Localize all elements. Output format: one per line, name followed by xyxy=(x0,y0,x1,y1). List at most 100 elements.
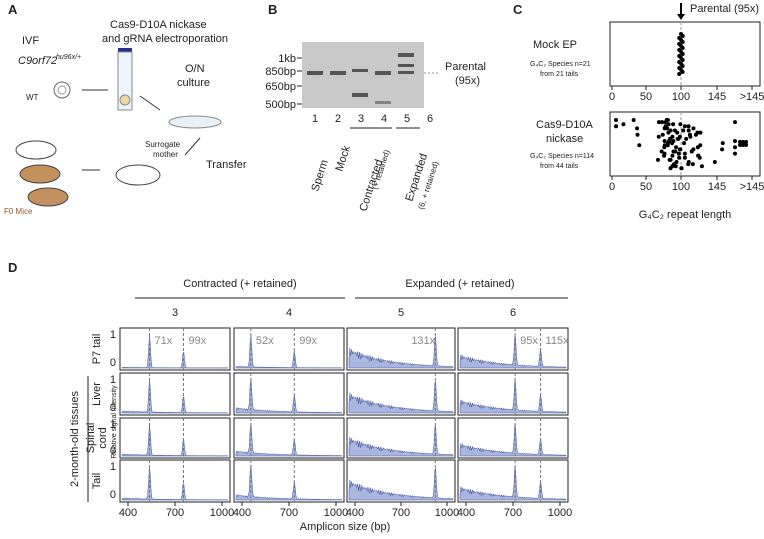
dot xyxy=(688,134,693,139)
dot xyxy=(741,140,745,144)
dot xyxy=(744,143,748,147)
allele-sup: hu96x/+ xyxy=(56,54,81,61)
column-label: 4 xyxy=(286,307,292,319)
tick-label: >145 xyxy=(740,91,764,103)
dot xyxy=(637,143,642,148)
label: G₄C₂ Species n=114 xyxy=(530,153,594,160)
x-tick-label: 1000 xyxy=(210,507,234,519)
dot xyxy=(720,141,725,146)
dot xyxy=(680,64,685,68)
dot xyxy=(676,151,681,156)
row-label: Liver xyxy=(91,382,103,406)
dot xyxy=(659,149,664,154)
dot xyxy=(680,58,685,62)
y-tick-label: 1 xyxy=(110,329,116,341)
dot xyxy=(733,120,737,125)
y-tick-label: 0 xyxy=(110,489,116,501)
dot xyxy=(670,153,675,158)
marker-label: 500bp xyxy=(265,99,296,111)
dot xyxy=(682,141,687,146)
dot xyxy=(670,141,675,146)
dot xyxy=(733,151,737,156)
allele: C9orf72 xyxy=(18,55,57,67)
dish xyxy=(168,115,222,129)
label: from 44 tails xyxy=(540,163,579,170)
tissue-group: 2-month-old tissues xyxy=(69,391,81,487)
lane-group: Sperm xyxy=(309,158,330,193)
mouse xyxy=(19,164,61,184)
label: Parental xyxy=(445,61,486,73)
tube xyxy=(117,51,133,111)
label: Surrogate xyxy=(145,140,181,149)
dot xyxy=(668,157,673,162)
dot xyxy=(662,143,667,148)
y-tick-label: 1 xyxy=(110,419,116,431)
x-tick-label: 700 xyxy=(280,507,298,519)
dot xyxy=(686,128,691,133)
trace xyxy=(348,381,454,414)
panel-letter: D xyxy=(8,260,17,275)
tick-label: 50 xyxy=(640,181,652,193)
dot xyxy=(744,140,748,144)
trace xyxy=(459,424,567,457)
label: (95x) xyxy=(455,75,480,87)
lane-number: 1 xyxy=(312,113,318,125)
mouse xyxy=(15,140,57,160)
label: F0 Mice xyxy=(4,207,33,216)
tick-label: 0 xyxy=(609,91,615,103)
y-tick-label: 0 xyxy=(110,445,116,457)
label: IVF xyxy=(22,35,39,47)
label: Cas9-D10A nickase xyxy=(110,19,207,31)
lane-number: 6 xyxy=(427,113,433,125)
arrow xyxy=(184,137,201,156)
mouse xyxy=(27,187,69,207)
panel-letter: A xyxy=(8,2,18,17)
lane-group: Mock xyxy=(333,144,353,173)
trace xyxy=(121,335,229,369)
tick-label: 0 xyxy=(609,181,615,193)
trace xyxy=(121,467,229,501)
dot xyxy=(614,124,619,129)
dot xyxy=(712,160,717,164)
x-tick-label: 700 xyxy=(392,507,410,519)
tick-label: 100 xyxy=(672,91,690,103)
plot-frame xyxy=(609,111,761,177)
label: culture xyxy=(177,77,210,89)
x-tick-label: 1000 xyxy=(435,507,459,519)
dot xyxy=(631,118,636,122)
dot xyxy=(674,145,679,150)
dot xyxy=(621,122,626,127)
lane-number: 4 xyxy=(381,113,387,125)
dot xyxy=(666,130,671,135)
x-tick-label: 1000 xyxy=(548,507,572,519)
x-tick-label: 400 xyxy=(119,507,137,519)
dot xyxy=(682,151,687,156)
dot xyxy=(695,145,700,150)
dot xyxy=(678,147,683,152)
dot xyxy=(676,136,681,141)
x-tick-label: 1000 xyxy=(324,507,348,519)
dot xyxy=(690,162,695,167)
x-tick-label: 400 xyxy=(346,507,364,519)
dot xyxy=(665,118,670,122)
label: and gRNA electroporation xyxy=(102,33,228,45)
egg xyxy=(119,94,131,106)
dot xyxy=(656,134,661,139)
row-label: Tail xyxy=(91,473,103,490)
dot xyxy=(691,147,696,152)
dot xyxy=(738,140,742,144)
dot xyxy=(680,34,685,38)
dot xyxy=(660,120,665,125)
lane-number: 2 xyxy=(335,113,341,125)
dot xyxy=(614,118,618,122)
lanes: 1 2 3 4 5 6 xyxy=(312,113,433,125)
dot xyxy=(682,155,687,160)
dot xyxy=(698,130,703,135)
trace xyxy=(121,380,229,414)
dot xyxy=(691,126,696,131)
dot xyxy=(693,132,698,137)
dot xyxy=(675,130,680,135)
y-tick-label: 1 xyxy=(110,374,116,386)
dot xyxy=(660,132,665,137)
